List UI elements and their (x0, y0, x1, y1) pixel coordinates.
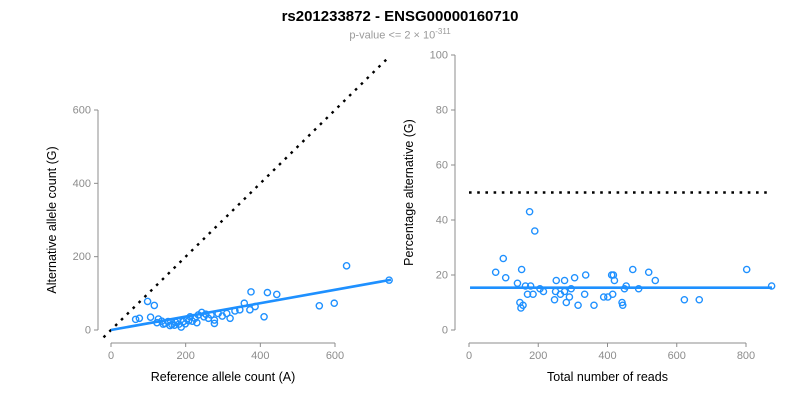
data-point (552, 276, 561, 285)
data-point (565, 293, 574, 301)
data-point (231, 307, 239, 315)
data-point (272, 290, 281, 299)
x-axis-tick-label: 400 (251, 350, 269, 362)
data-point (385, 276, 393, 284)
y-axis-tick-label: 80 (436, 105, 448, 117)
data-point (240, 299, 249, 308)
data-point (618, 301, 627, 310)
data-point (580, 290, 589, 299)
data-point (567, 284, 575, 293)
data-point (529, 290, 537, 299)
regression-line (110, 278, 392, 332)
data-point (235, 306, 244, 314)
data-point (143, 297, 152, 306)
data-point (210, 319, 219, 328)
data-point (742, 265, 751, 274)
data-point (499, 254, 508, 263)
data-point (491, 268, 500, 277)
data-point (695, 295, 704, 304)
data-point (246, 306, 254, 314)
data-point (634, 284, 643, 293)
data-point (590, 301, 598, 310)
data-point (184, 317, 193, 325)
data-point (539, 287, 548, 296)
data-point (315, 301, 324, 310)
y-axis-title: Alternative allele count (G) (45, 146, 59, 293)
y-axis-tick-label: 200 (73, 251, 91, 263)
y-axis-tick-label: 0 (85, 325, 91, 337)
x-axis-title: Total number of reads (547, 370, 668, 384)
data-point (610, 276, 619, 285)
data-point (644, 268, 653, 277)
data-point (530, 227, 539, 235)
data-point (599, 293, 608, 301)
data-point (581, 271, 590, 279)
y-axis-title: Percentage alternative (G) (402, 119, 416, 266)
data-point (251, 302, 259, 311)
data-point (521, 282, 530, 290)
data-point (525, 207, 534, 216)
data-point (193, 318, 201, 327)
y-axis-tick-label: 100 (430, 50, 448, 62)
y-axis-tick-label: 600 (73, 104, 91, 116)
y-axis-tick-label: 0 (442, 325, 448, 337)
data-point (550, 295, 559, 304)
y-axis-tick-label: 60 (436, 160, 448, 172)
data-point (210, 316, 219, 324)
data-point (131, 315, 140, 324)
data-point (560, 276, 569, 285)
data-point (513, 279, 522, 288)
data-point (622, 282, 630, 290)
data-point (330, 299, 339, 308)
data-point (574, 301, 582, 310)
data-point (263, 288, 272, 297)
x-axis-tick-label: 600 (668, 350, 686, 362)
data-point (562, 298, 571, 307)
data-point (526, 282, 535, 290)
x-axis-title: Reference allele count (A) (151, 370, 296, 384)
x-axis-tick-label: 200 (529, 350, 547, 362)
data-point (608, 290, 617, 299)
x-axis-tick-label: 400 (598, 350, 616, 362)
data-point (517, 265, 526, 274)
x-axis-tick-label: 600 (326, 350, 344, 362)
data-point (628, 265, 637, 274)
x-axis-tick-label: 200 (176, 350, 194, 362)
identity-dotted-line (102, 56, 390, 339)
data-point (207, 311, 215, 319)
y-axis-tick-label: 40 (436, 215, 448, 227)
data-point (150, 301, 159, 310)
data-point (135, 314, 144, 323)
x-axis-tick-label: 0 (108, 350, 114, 362)
y-axis-tick-label: 20 (436, 270, 448, 282)
data-point (260, 312, 268, 321)
data-point (247, 288, 255, 296)
data-point (570, 273, 579, 282)
data-point (146, 313, 155, 321)
data-point (560, 287, 569, 296)
x-axis-tick-label: 0 (466, 350, 472, 362)
data-point (342, 262, 351, 270)
x-axis-tick-label: 800 (737, 350, 755, 362)
y-axis-tick-label: 400 (73, 178, 91, 190)
data-point (519, 301, 527, 310)
data-point (651, 276, 660, 285)
data-point (501, 273, 510, 282)
data-point (226, 314, 234, 323)
data-point (680, 295, 689, 304)
data-point (767, 282, 776, 290)
